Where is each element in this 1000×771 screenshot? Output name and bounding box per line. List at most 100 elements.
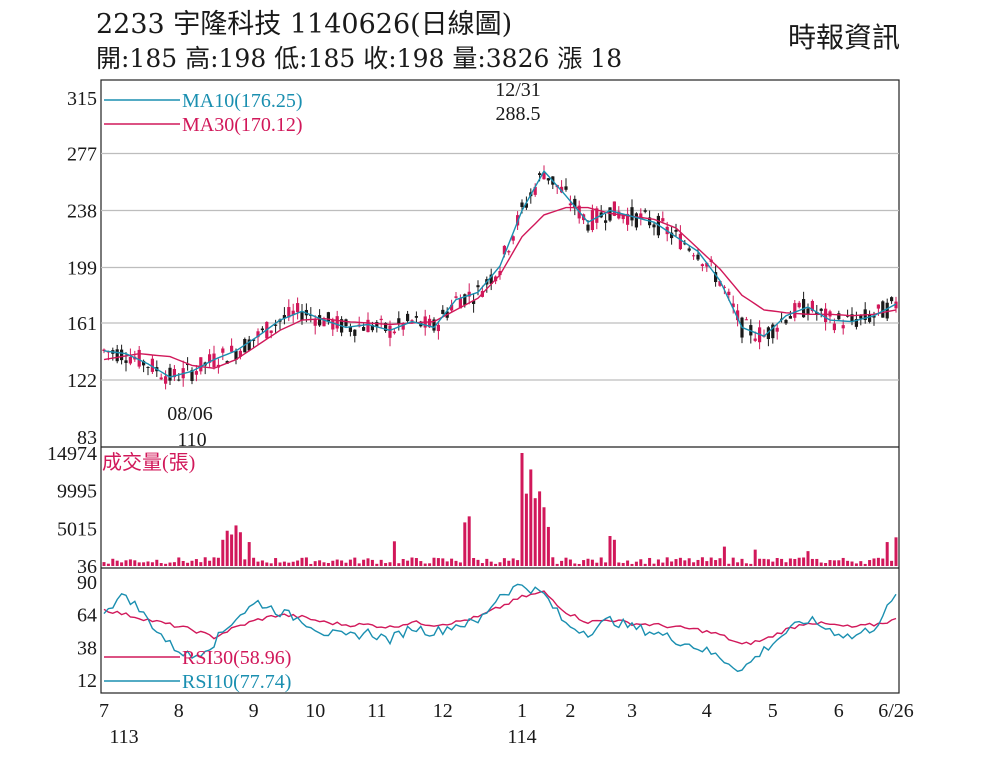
volume-bar	[269, 563, 273, 566]
year-label: 114	[507, 726, 536, 748]
volume-bar	[687, 558, 691, 566]
volume-bar	[573, 563, 577, 566]
volume-bar	[775, 558, 779, 566]
volume-bar	[428, 563, 432, 566]
volume-bar	[806, 551, 810, 566]
candle-body	[467, 291, 471, 297]
volume-bar	[318, 560, 322, 566]
volume-bar	[252, 557, 256, 566]
volume-bar	[665, 557, 669, 566]
volume-bar	[392, 541, 396, 566]
indicator-lines	[103, 169, 897, 673]
volume-bar	[524, 493, 528, 566]
candle-body	[661, 218, 665, 222]
volume-bar	[137, 562, 141, 566]
volume-bar	[256, 561, 260, 566]
ma10-line	[103, 169, 897, 378]
candle-body	[643, 210, 647, 212]
candle-body	[718, 280, 722, 286]
volume-bar	[841, 557, 845, 566]
volume-bar	[300, 557, 304, 566]
volume-bar	[208, 560, 212, 566]
volume-bar	[819, 562, 823, 566]
candle-body	[379, 318, 383, 321]
candle-body	[300, 312, 304, 321]
volume-bar	[731, 557, 735, 566]
legend-rsi30: RSI30(58.96)	[182, 647, 291, 669]
volume-bar	[564, 557, 568, 566]
volume-bar	[247, 542, 251, 566]
candle-body	[700, 264, 704, 267]
volume-bar	[753, 549, 757, 566]
candle-body	[872, 315, 876, 318]
y-tick-label: 9995	[57, 481, 97, 503]
volume-bar	[590, 559, 594, 566]
candle-body	[234, 350, 238, 360]
volume-bar	[762, 558, 766, 566]
volume-bar	[419, 561, 423, 566]
volume-bar	[674, 559, 678, 566]
volume-bar	[890, 560, 894, 566]
annotation-high-date: 12/31	[495, 79, 541, 101]
candle-body	[744, 319, 748, 321]
candle-body	[731, 303, 735, 308]
volume-bar	[758, 558, 762, 566]
volume-bar	[714, 560, 718, 566]
candle-body	[564, 186, 568, 190]
volume-bar	[850, 561, 854, 566]
volume-bar	[511, 558, 515, 566]
candle-body	[274, 324, 278, 326]
x-tick-label: 9	[249, 700, 259, 722]
year-label: 113	[109, 726, 138, 748]
volume-bar	[432, 557, 436, 566]
volume-bar	[458, 562, 462, 566]
volume-bar	[643, 563, 647, 566]
candle-body	[331, 319, 335, 330]
volume-bar	[881, 558, 885, 566]
candle-body	[172, 368, 176, 378]
legend-ma30: MA30(170.12)	[182, 114, 303, 136]
volume-bar	[322, 562, 326, 566]
candle-body	[401, 323, 405, 330]
volume-bar	[502, 558, 506, 566]
candle-body	[678, 233, 682, 250]
volume-bar	[868, 560, 872, 566]
candle-body	[683, 243, 687, 245]
volume-bar	[265, 562, 269, 566]
candle-body	[714, 272, 718, 283]
volume-bar	[155, 559, 159, 566]
volume-bar	[106, 563, 110, 566]
candle-body	[507, 251, 511, 253]
volume-bar	[274, 558, 278, 566]
volume-bar	[854, 563, 858, 566]
rsi30-line	[103, 590, 897, 646]
volume-bar	[771, 561, 775, 566]
candle-body	[630, 207, 634, 221]
y-tick-label: 36	[77, 556, 97, 578]
candle-body	[454, 296, 458, 298]
candle-body	[586, 224, 590, 231]
candle-body	[260, 328, 264, 331]
x-tick-label: 5	[768, 700, 778, 722]
y-tick-label: 14974	[47, 443, 97, 465]
candle-body	[186, 363, 190, 366]
candle-body	[824, 308, 828, 323]
price-summary: 開:185 高:198 低:185 收:198 量:3826 漲 18	[96, 44, 623, 73]
volume-bar	[832, 560, 836, 566]
volume-bar	[788, 558, 792, 566]
volume-bar	[340, 560, 344, 566]
candle-body	[797, 302, 801, 308]
volume-bar	[344, 562, 348, 566]
volume-bar	[159, 563, 163, 566]
candle-body	[269, 330, 273, 333]
volume-bar	[199, 562, 203, 566]
volume-bar	[309, 563, 313, 566]
volume-bar	[238, 532, 242, 566]
volume-bar	[190, 560, 194, 566]
volume-bar	[498, 562, 502, 566]
candle-body	[489, 274, 493, 284]
y-tick-label: 277	[67, 144, 97, 166]
candle-body	[199, 357, 203, 372]
